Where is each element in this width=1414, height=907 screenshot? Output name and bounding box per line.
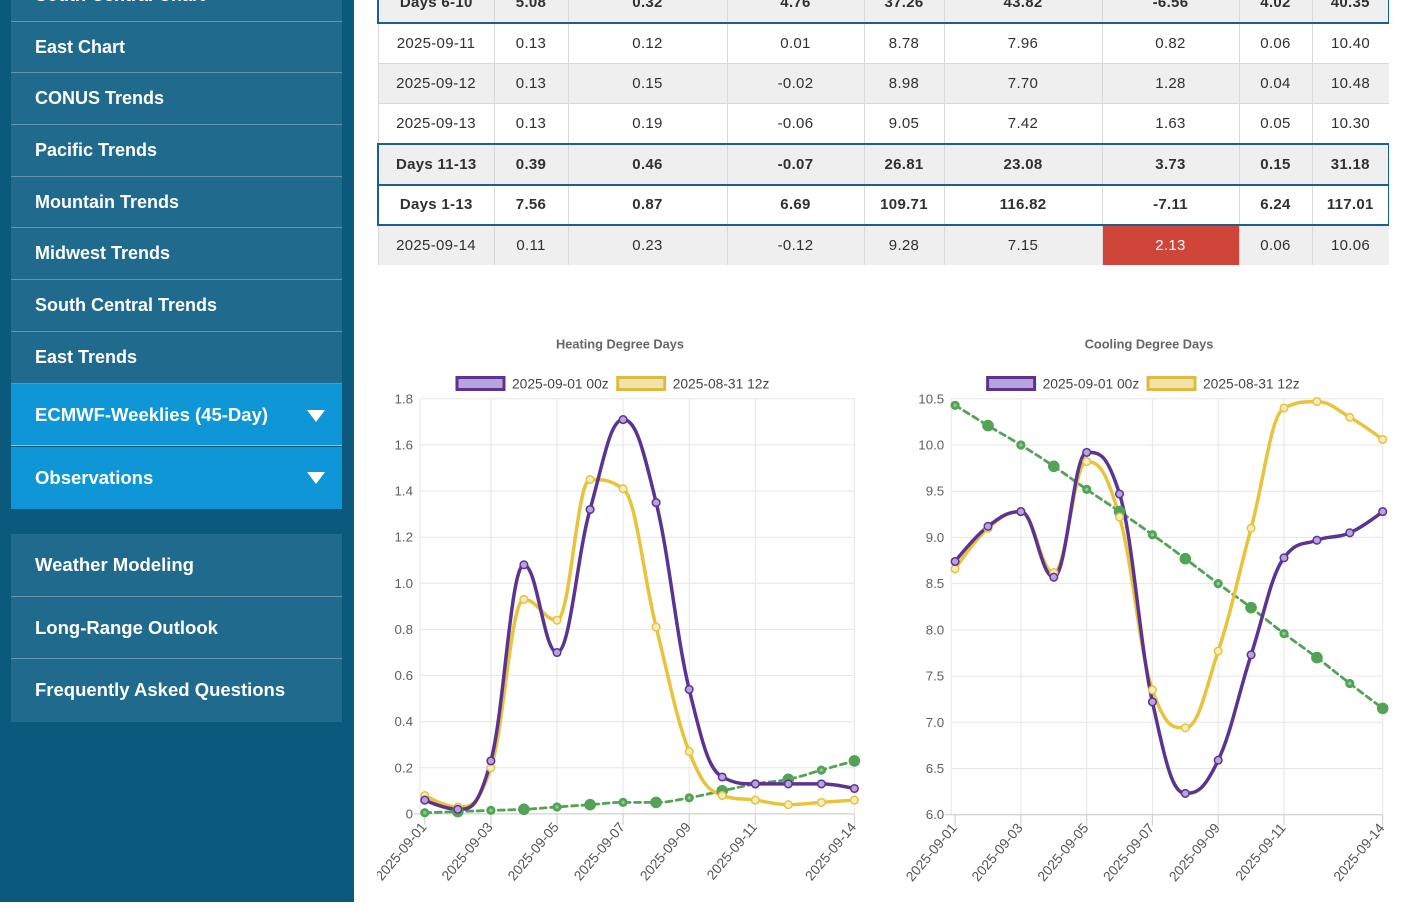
- svg-text:2025-08-31 12z: 2025-08-31 12z: [673, 377, 770, 392]
- svg-text:7.5: 7.5: [926, 669, 945, 684]
- svg-text:0.6: 0.6: [395, 668, 414, 683]
- svg-text:0: 0: [406, 806, 413, 821]
- svg-text:2025-09-05: 2025-09-05: [505, 819, 562, 883]
- svg-text:2025-09-01: 2025-09-01: [903, 820, 960, 884]
- svg-text:10.0: 10.0: [918, 438, 944, 453]
- svg-text:2025-09-14: 2025-09-14: [802, 819, 859, 883]
- svg-text:7.0: 7.0: [926, 715, 945, 730]
- svg-text:1.4: 1.4: [395, 484, 414, 499]
- svg-text:1.2: 1.2: [395, 530, 414, 545]
- svg-text:8.0: 8.0: [926, 622, 945, 637]
- svg-text:2025-09-07: 2025-09-07: [1100, 820, 1157, 884]
- svg-text:2025-09-01: 2025-09-01: [377, 820, 430, 884]
- svg-text:10.5: 10.5: [918, 391, 944, 406]
- svg-text:1.8: 1.8: [395, 391, 414, 406]
- svg-text:6.0: 6.0: [926, 807, 945, 822]
- svg-text:2025-09-09: 2025-09-09: [1166, 820, 1223, 884]
- svg-text:0.2: 0.2: [395, 760, 414, 775]
- svg-text:2025-08-31 12z: 2025-08-31 12z: [1203, 377, 1300, 392]
- svg-text:2025-09-11: 2025-09-11: [1233, 820, 1289, 883]
- svg-text:0.8: 0.8: [395, 622, 414, 637]
- svg-text:Cooling Degree Days: Cooling Degree Days: [1085, 337, 1214, 352]
- svg-text:6.5: 6.5: [926, 761, 945, 776]
- svg-text:2025-09-14: 2025-09-14: [1331, 820, 1388, 884]
- svg-text:1.0: 1.0: [395, 576, 414, 591]
- svg-text:2025-09-03: 2025-09-03: [969, 820, 1026, 884]
- svg-text:Heating Degree Days: Heating Degree Days: [556, 337, 684, 352]
- svg-text:9.5: 9.5: [926, 484, 945, 499]
- svg-text:2025-09-09: 2025-09-09: [637, 819, 694, 883]
- svg-text:2025-09-07: 2025-09-07: [571, 820, 628, 884]
- svg-text:2025-09-11: 2025-09-11: [704, 820, 760, 883]
- svg-text:1.6: 1.6: [395, 437, 414, 452]
- svg-text:9.0: 9.0: [926, 530, 945, 545]
- svg-text:2025-09-05: 2025-09-05: [1035, 820, 1092, 884]
- svg-text:2025-09-01 00z: 2025-09-01 00z: [512, 377, 609, 392]
- svg-text:2025-09-03: 2025-09-03: [439, 819, 496, 883]
- svg-text:2025-09-01 00z: 2025-09-01 00z: [1043, 377, 1140, 392]
- svg-text:8.5: 8.5: [926, 576, 945, 591]
- svg-text:0.4: 0.4: [395, 714, 414, 729]
